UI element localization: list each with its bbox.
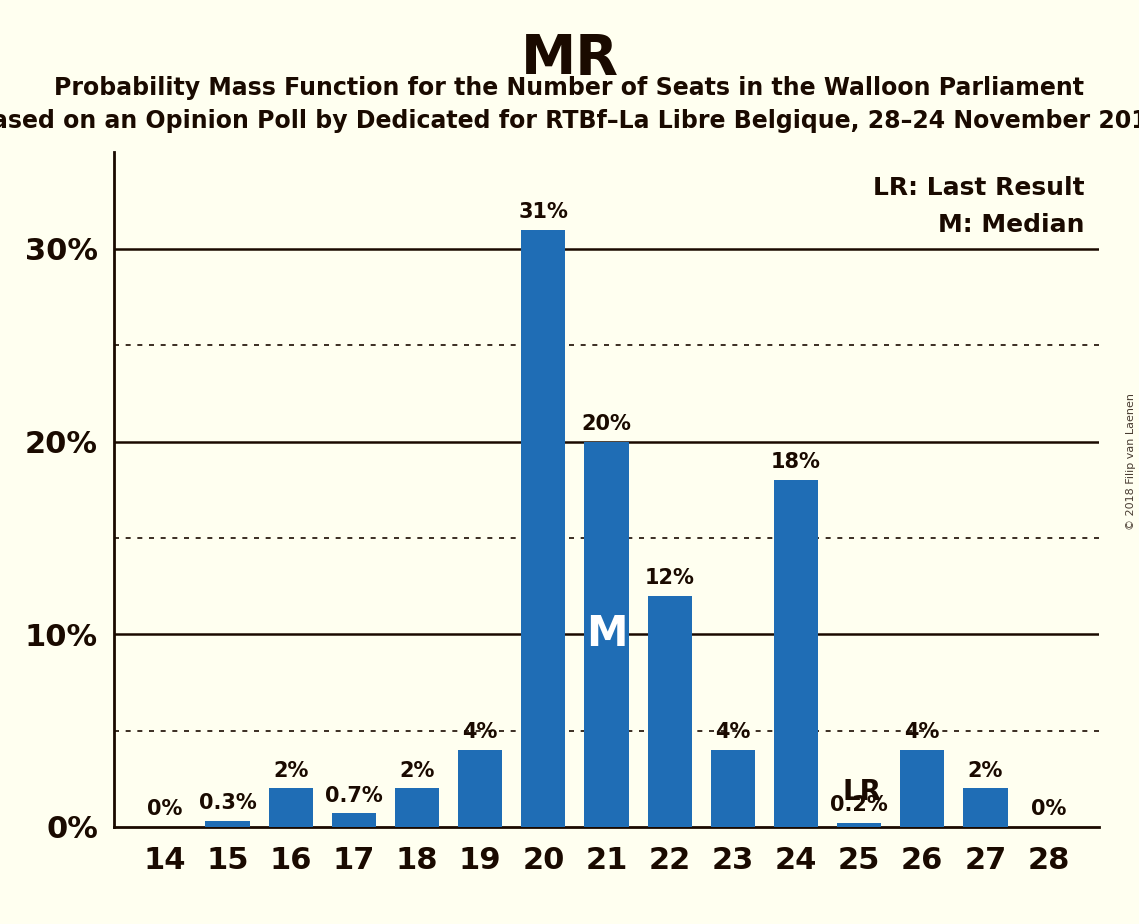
Text: 2%: 2% <box>400 760 435 781</box>
Bar <box>522 229 565 827</box>
Text: 31%: 31% <box>518 201 568 222</box>
Bar <box>964 788 1008 827</box>
Bar <box>648 596 691 827</box>
Text: 2%: 2% <box>273 760 309 781</box>
Bar <box>837 823 882 827</box>
Bar <box>900 750 944 827</box>
Text: 4%: 4% <box>715 723 751 742</box>
Text: Based on an Opinion Poll by Dedicated for RTBf–La Libre Belgique, 28–24 November: Based on an Opinion Poll by Dedicated fo… <box>0 109 1139 133</box>
Text: 12%: 12% <box>645 568 695 588</box>
Text: LR: LR <box>843 778 882 807</box>
Text: 2%: 2% <box>968 760 1003 781</box>
Text: © 2018 Filip van Laenen: © 2018 Filip van Laenen <box>1126 394 1136 530</box>
Text: Probability Mass Function for the Number of Seats in the Walloon Parliament: Probability Mass Function for the Number… <box>55 76 1084 100</box>
Text: LR: Last Result: LR: Last Result <box>872 176 1084 201</box>
Text: 4%: 4% <box>462 723 498 742</box>
Text: MR: MR <box>521 32 618 86</box>
Text: M: Median: M: Median <box>937 213 1084 237</box>
Text: 0.2%: 0.2% <box>830 796 888 815</box>
Text: M: M <box>585 614 628 655</box>
Text: 0%: 0% <box>1031 799 1066 820</box>
Bar <box>711 750 755 827</box>
Text: 0.7%: 0.7% <box>325 785 383 806</box>
Bar <box>205 821 249 827</box>
Text: 0%: 0% <box>147 799 182 820</box>
Bar <box>331 813 376 827</box>
Text: 0.3%: 0.3% <box>198 794 256 813</box>
Bar <box>269 788 313 827</box>
Text: 18%: 18% <box>771 453 821 472</box>
Bar <box>395 788 440 827</box>
Text: 4%: 4% <box>904 723 940 742</box>
Bar <box>458 750 502 827</box>
Bar <box>584 442 629 827</box>
Bar <box>773 480 818 827</box>
Text: 20%: 20% <box>582 414 631 434</box>
